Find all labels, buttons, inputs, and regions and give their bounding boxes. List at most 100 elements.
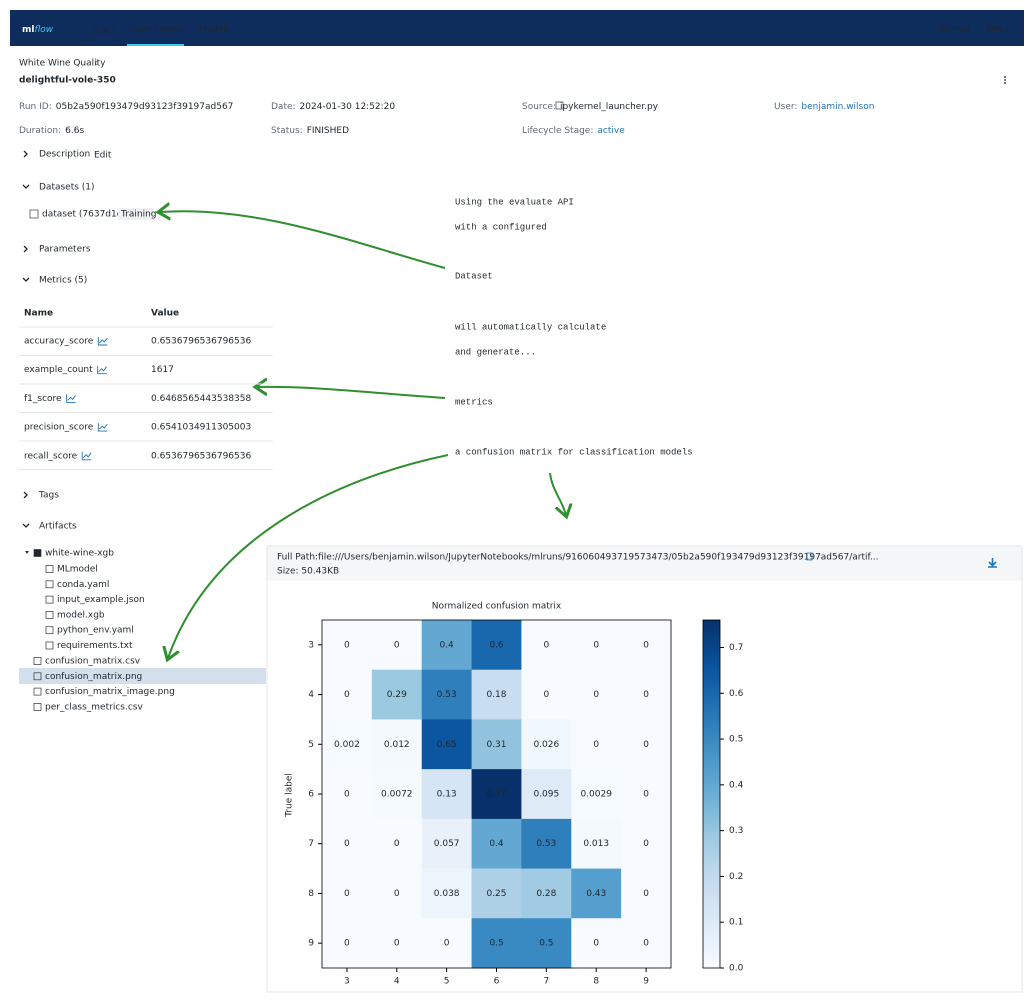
- tree-file[interactable]: confusion_matrix_image.png: [45, 687, 175, 697]
- cell-label: 0: [394, 839, 400, 849]
- chart-icon[interactable]: [97, 337, 108, 346]
- metric-name[interactable]: precision_score: [24, 423, 94, 433]
- x-tick-label: 7: [543, 977, 549, 987]
- heatmap-cell: [621, 868, 672, 919]
- tree-folder[interactable]: white-wine-xgb: [45, 549, 114, 559]
- cell-label: 0: [444, 939, 450, 949]
- menu-dot[interactable]: [1004, 82, 1006, 84]
- heatmap-cell: [322, 769, 373, 820]
- nav-link[interactable]: Docs: [987, 25, 1009, 35]
- x-tick-label: 9: [643, 977, 649, 987]
- tree-file[interactable]: MLmodel: [57, 565, 98, 575]
- metric-value: 0.6536796536796536: [151, 451, 251, 461]
- metric-name[interactable]: recall_score: [24, 451, 78, 461]
- chart-icon[interactable]: [66, 394, 76, 403]
- y-tick-label: 9: [308, 939, 314, 949]
- cell-label: 0: [344, 839, 350, 849]
- tree-file[interactable]: per_class_metrics.csv: [45, 702, 143, 712]
- section-title[interactable]: Description: [39, 150, 90, 160]
- chevron[interactable]: [23, 150, 28, 158]
- cell-label: 0.002: [334, 740, 360, 750]
- annotation: Dataset: [455, 271, 493, 281]
- cell-label: 0.43: [586, 889, 606, 899]
- heatmap-cell: [471, 719, 522, 770]
- chevron[interactable]: [22, 277, 30, 282]
- metric-name[interactable]: f1_score: [24, 394, 62, 404]
- info-label: Run ID:: [19, 102, 52, 112]
- edit-link[interactable]: Edit: [94, 151, 112, 161]
- heatmap-cell: [322, 719, 373, 770]
- full-path: Full Path:file:///Users/benjamin.wilson/…: [277, 553, 879, 563]
- heatmap-cell: [621, 818, 672, 870]
- dataset-link[interactable]: dataset (7637d1d1): [42, 210, 132, 220]
- colorbar-tick-label: 0.3: [729, 826, 743, 836]
- file-icon: [45, 580, 54, 589]
- annotation-arrow: [549, 472, 566, 515]
- cell-label: 0.77: [486, 790, 506, 800]
- heatmap-cell: [421, 669, 473, 720]
- cell-label: 0: [344, 640, 350, 650]
- cell-label: 0.012: [384, 740, 410, 750]
- copy-icon[interactable]: [806, 552, 813, 561]
- menu-dot[interactable]: [1004, 76, 1006, 78]
- cell-label: 0.026: [533, 740, 559, 750]
- section-title[interactable]: Metrics (5): [39, 276, 87, 286]
- tree-file[interactable]: python_env.yaml: [57, 626, 134, 636]
- cell-label: 0: [643, 889, 649, 899]
- nav-link[interactable]: Experiments: [128, 25, 185, 35]
- section-title[interactable]: Tags: [38, 491, 59, 501]
- chevron[interactable]: [23, 245, 28, 253]
- heatmap-cell: [621, 669, 672, 720]
- heatmap-cell: [521, 719, 572, 770]
- cell-label: 0.5: [489, 939, 503, 949]
- nav-link[interactable]: Models: [199, 25, 231, 35]
- heatmap-cell: [521, 868, 572, 919]
- info-value: ipykernel_launcher.py: [560, 102, 659, 112]
- nav-link[interactable]: GitHub: [939, 25, 970, 35]
- breadcrumb[interactable]: White Wine Quality: [19, 59, 106, 69]
- info-value[interactable]: benjamin.wilson: [801, 102, 874, 112]
- chart-icon[interactable]: [97, 423, 108, 432]
- download-icon[interactable]: [988, 558, 997, 568]
- colorbar-tick-label: 0.7: [729, 643, 743, 653]
- heatmap-cell: [521, 918, 572, 969]
- heatmap-cell: [621, 769, 672, 820]
- tree-file[interactable]: model.xgb: [57, 610, 105, 620]
- metric-name[interactable]: example_count: [24, 365, 93, 375]
- chart-icon[interactable]: [81, 451, 92, 461]
- heatmap-cell: [421, 818, 473, 870]
- chevron[interactable]: [22, 523, 30, 528]
- section-title[interactable]: Datasets (1): [39, 183, 95, 193]
- chart-icon[interactable]: [97, 365, 108, 375]
- section-title[interactable]: Artifacts: [39, 522, 77, 532]
- annotation: Using the evaluate API: [455, 197, 574, 207]
- section-title[interactable]: Parameters: [39, 245, 91, 255]
- info-value[interactable]: active: [597, 126, 625, 136]
- metric-name[interactable]: accuracy_score: [24, 337, 94, 347]
- tree-file[interactable]: confusion_matrix.png: [45, 672, 142, 682]
- heatmap-cell: [571, 669, 622, 720]
- tree-toggle[interactable]: [25, 551, 29, 554]
- heatmap-cell: [421, 918, 473, 969]
- menu-dot[interactable]: [1004, 79, 1006, 81]
- cell-label: 0.29: [387, 690, 407, 700]
- colorbar-tick-label: 0.4: [729, 780, 744, 790]
- annotation: metrics: [455, 397, 493, 407]
- chevron[interactable]: [22, 184, 30, 189]
- cell-label: 0: [593, 640, 599, 650]
- chevron[interactable]: [23, 491, 28, 499]
- chart-title: Normalized confusion matrix: [432, 602, 562, 612]
- heatmap-cell: [421, 719, 473, 770]
- cell-label: 0: [643, 740, 649, 750]
- cell-label: 0.057: [434, 839, 460, 849]
- tree-file[interactable]: requirements.txt: [57, 641, 133, 651]
- tree-file[interactable]: conda.yaml: [57, 580, 109, 590]
- heatmap-cell: [371, 669, 423, 720]
- tree-file[interactable]: confusion_matrix.csv: [45, 657, 141, 667]
- heatmap-cell: [621, 719, 672, 770]
- tree-file[interactable]: input_example.json: [57, 595, 145, 605]
- heatmap-cell: [371, 818, 423, 870]
- x-tick-label: 5: [444, 977, 450, 987]
- file-icon: [555, 101, 564, 110]
